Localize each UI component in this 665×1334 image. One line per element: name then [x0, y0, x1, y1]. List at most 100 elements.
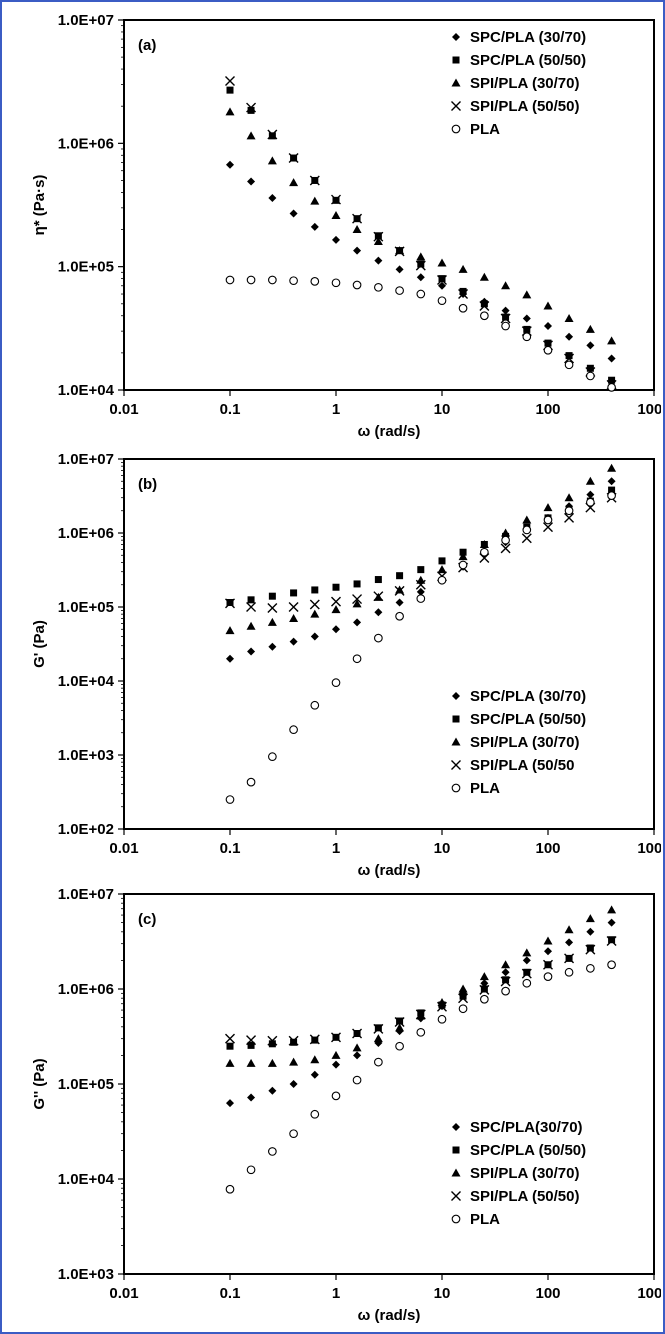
data-point	[458, 552, 468, 561]
data-point	[565, 352, 573, 360]
data-point	[352, 1075, 362, 1085]
data-point	[607, 491, 616, 500]
data-point	[438, 281, 446, 290]
data-point	[458, 289, 469, 300]
data-point	[352, 599, 362, 608]
x-tick-label: 0.1	[220, 840, 241, 857]
y-axis-title: η* (Pa·s)	[31, 175, 48, 236]
data-point	[502, 313, 510, 321]
panel-label: (a)	[138, 37, 156, 54]
legend-marker	[452, 1123, 460, 1131]
data-point	[500, 976, 511, 987]
data-point	[586, 944, 594, 952]
data-point	[268, 1147, 277, 1156]
data-point	[395, 246, 405, 255]
data-point	[246, 102, 257, 113]
data-point	[268, 194, 277, 203]
x-tick-label: 100	[535, 401, 560, 418]
data-point	[374, 608, 383, 617]
data-point	[374, 1057, 383, 1067]
data-point	[437, 575, 447, 585]
x-tick-label: 0.01	[109, 840, 138, 857]
y-tick-label: 1.0E+05	[58, 599, 114, 616]
data-point	[586, 963, 595, 973]
data-point	[331, 678, 341, 687]
legend-marker	[452, 715, 460, 723]
data-point	[394, 246, 405, 257]
legend-marker	[451, 1214, 461, 1224]
data-point	[268, 752, 277, 761]
y-axis-title: G'' (Pa)	[31, 1058, 48, 1109]
legend: SPC/PLA (30/70) SPC/PLA (50/50) SPI/PLA (3…	[451, 29, 586, 138]
data-point	[268, 592, 276, 600]
data-point	[416, 594, 426, 603]
x-tick-label: 1000	[637, 401, 661, 418]
data-point	[458, 993, 469, 1004]
legend-marker	[452, 1146, 460, 1154]
data-point	[544, 322, 552, 331]
data-point	[352, 1028, 363, 1039]
data-point	[268, 642, 277, 651]
y-tick-label: 1.0E+07	[58, 451, 114, 468]
data-point	[226, 654, 234, 663]
data-point	[416, 273, 425, 282]
plot-area-frame	[123, 893, 655, 1275]
data-point	[437, 296, 447, 306]
data-point	[331, 605, 341, 614]
data-point	[331, 1091, 341, 1101]
legend-label: SPI/PLA (30/70)	[470, 75, 579, 92]
panel-label: (b)	[138, 476, 157, 493]
x-tick-label: 1	[332, 401, 340, 418]
data-point	[353, 580, 361, 588]
data-point	[523, 325, 531, 333]
data-point	[395, 265, 404, 274]
data-point	[479, 272, 489, 281]
data-point	[246, 777, 256, 787]
data-point	[352, 225, 362, 234]
data-point	[501, 306, 510, 315]
data-point	[352, 280, 362, 290]
data-point	[373, 591, 384, 602]
data-point	[374, 576, 382, 584]
data-point	[502, 976, 510, 984]
data-point	[289, 178, 299, 187]
data-point	[565, 938, 574, 947]
legend-label: SPI/PLA (50/50)	[470, 1188, 579, 1205]
data-point	[331, 210, 341, 219]
data-point	[288, 1035, 299, 1046]
data-point	[416, 1027, 426, 1037]
y-tick-label: 1.0E+06	[58, 981, 114, 998]
legend-marker	[451, 760, 461, 770]
data-point	[310, 700, 320, 710]
data-point	[607, 336, 617, 345]
data-point	[522, 332, 532, 342]
x-axis-title: ω (rad/s)	[358, 1307, 421, 1324]
data-point	[373, 1023, 384, 1034]
data-point	[289, 1057, 299, 1066]
x-tick-label: 0.01	[109, 1285, 138, 1302]
data-point	[352, 213, 363, 224]
data-point	[395, 1023, 405, 1032]
data-point	[544, 339, 552, 347]
data-point	[246, 1165, 256, 1175]
data-point	[522, 978, 532, 988]
data-point	[564, 493, 574, 502]
data-point	[267, 602, 278, 613]
data-point	[501, 321, 510, 331]
data-point	[565, 332, 574, 341]
data-point	[458, 1004, 468, 1014]
data-point	[522, 515, 532, 524]
data-point	[225, 598, 235, 609]
data-point	[564, 353, 575, 364]
series-1	[226, 86, 616, 384]
data-point	[247, 596, 255, 604]
data-point	[374, 1024, 382, 1032]
data-point	[437, 1001, 447, 1012]
data-point	[543, 301, 553, 310]
data-point	[246, 602, 257, 612]
data-point	[437, 274, 447, 285]
data-point	[438, 557, 446, 565]
y-tick-label: 1.0E+07	[58, 12, 114, 29]
data-point	[501, 986, 510, 996]
